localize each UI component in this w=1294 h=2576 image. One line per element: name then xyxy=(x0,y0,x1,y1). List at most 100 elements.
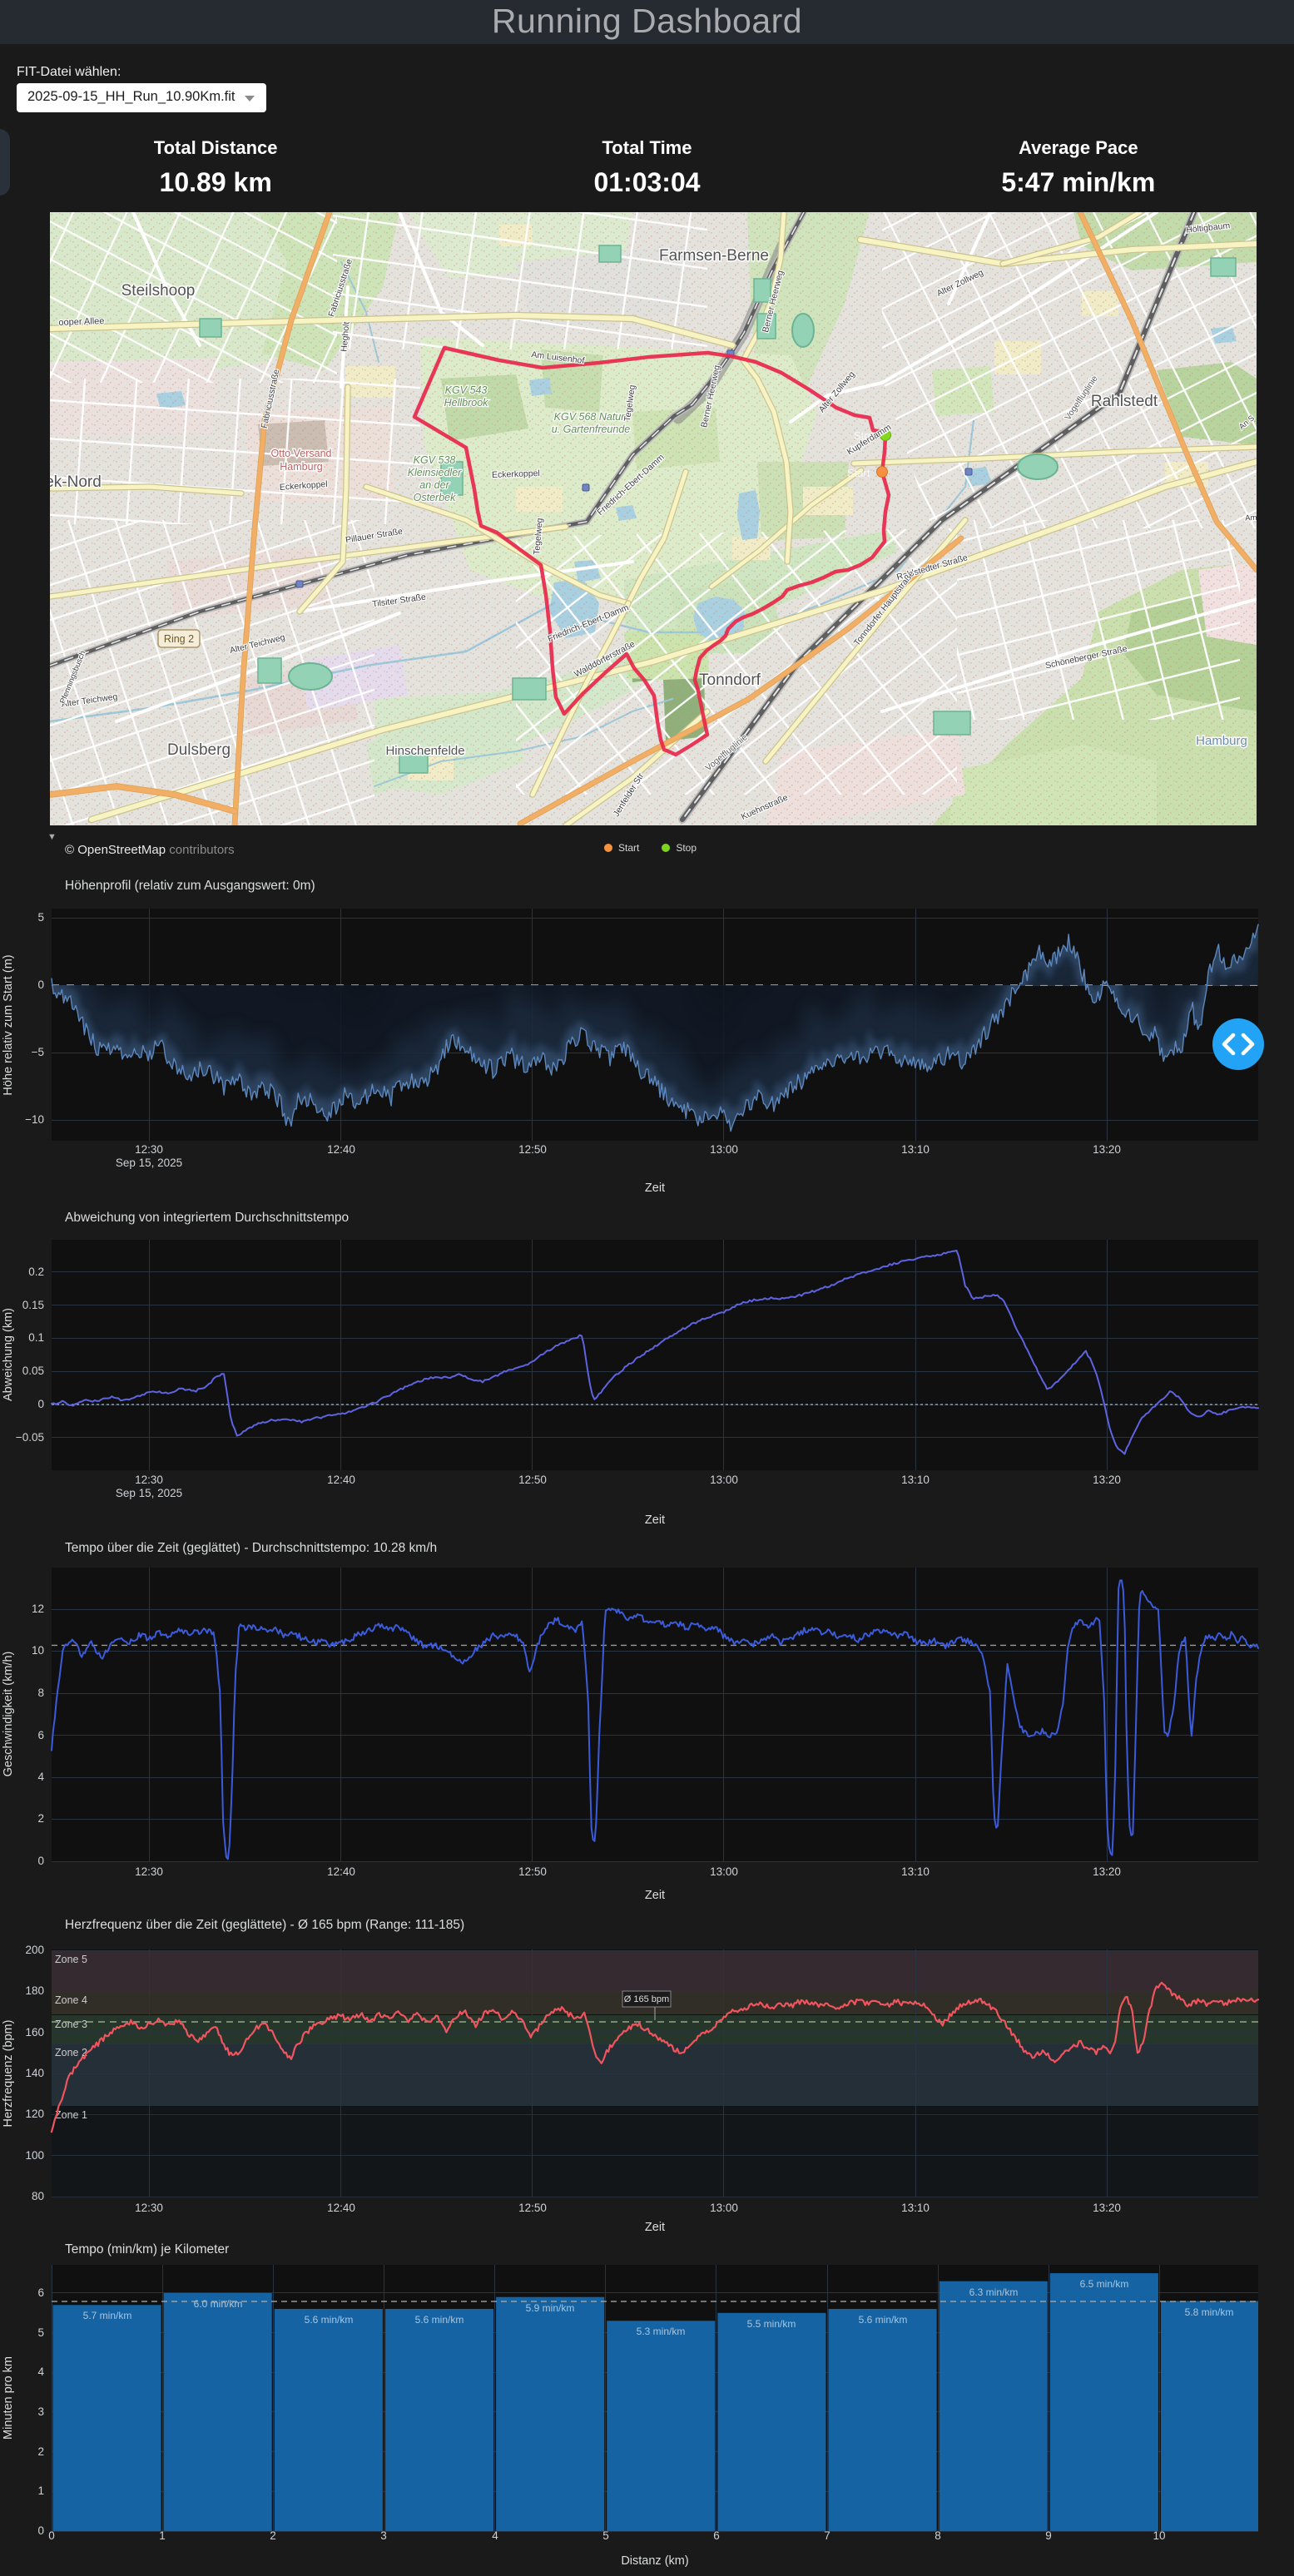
svg-text:Farmsen-Berne: Farmsen-Berne xyxy=(659,247,769,265)
svg-text:200: 200 xyxy=(25,1944,44,1956)
svg-text:80: 80 xyxy=(32,2190,44,2202)
svg-text:100: 100 xyxy=(25,2149,44,2162)
svg-text:0: 0 xyxy=(37,1855,44,1867)
svg-text:12:30: 12:30 xyxy=(135,1143,163,1156)
svg-text:Ring 2: Ring 2 xyxy=(164,633,194,645)
svg-text:10: 10 xyxy=(32,1644,44,1657)
svg-text:5.7 min/km: 5.7 min/km xyxy=(83,2310,132,2321)
svg-text:0.15: 0.15 xyxy=(22,1299,44,1311)
svg-text:13:10: 13:10 xyxy=(901,1865,930,1878)
svg-text:13:10: 13:10 xyxy=(901,1143,930,1156)
svg-text:2: 2 xyxy=(37,2445,44,2458)
svg-text:Ø 165 bpm: Ø 165 bpm xyxy=(624,1994,669,2004)
svg-text:13:20: 13:20 xyxy=(1093,1474,1121,1486)
svg-text:Dulsberg: Dulsberg xyxy=(167,741,231,759)
svg-text:12:40: 12:40 xyxy=(327,2202,355,2214)
svg-text:12:50: 12:50 xyxy=(518,1474,547,1486)
svg-text:13:20: 13:20 xyxy=(1093,1865,1121,1878)
svg-text:Eckerkoppel: Eckerkoppel xyxy=(492,468,540,480)
svg-text:13:00: 13:00 xyxy=(710,1865,738,1878)
svg-text:1: 1 xyxy=(159,2529,166,2542)
svg-text:Tonndorf: Tonndorf xyxy=(699,671,761,689)
svg-text:Zeit: Zeit xyxy=(645,1513,665,1527)
svg-text:12: 12 xyxy=(32,1603,44,1615)
svg-text:0: 0 xyxy=(48,2529,55,2542)
svg-text:Zeit: Zeit xyxy=(645,1181,665,1195)
svg-text:Zeit: Zeit xyxy=(645,2221,665,2234)
svg-text:Steilshoop: Steilshoop xyxy=(121,282,196,300)
svg-text:5: 5 xyxy=(37,911,44,924)
svg-text:5.8 min/km: 5.8 min/km xyxy=(1185,2306,1234,2318)
svg-text:Hinschenfelde: Hinschenfelde xyxy=(385,744,464,758)
svg-text:5.9 min/km: 5.9 min/km xyxy=(526,2302,575,2314)
svg-text:6: 6 xyxy=(37,2286,44,2299)
svg-text:0: 0 xyxy=(37,1398,44,1410)
svg-text:an der: an der xyxy=(419,479,449,491)
svg-text:Osterbek: Osterbek xyxy=(414,492,456,503)
svg-text:8: 8 xyxy=(935,2529,941,2542)
svg-text:6.0 min/km: 6.0 min/km xyxy=(194,2298,243,2310)
svg-text:Zone 3: Zone 3 xyxy=(55,2019,87,2030)
svg-text:0.05: 0.05 xyxy=(22,1365,44,1377)
svg-text:5.6 min/km: 5.6 min/km xyxy=(305,2314,354,2326)
svg-text:13:10: 13:10 xyxy=(901,1474,930,1486)
svg-text:ooper Allee: ooper Allee xyxy=(58,316,104,328)
svg-text:Minuten pro km: Minuten pro km xyxy=(2,2356,15,2440)
svg-text:12:50: 12:50 xyxy=(518,1143,547,1156)
svg-text:6: 6 xyxy=(713,2529,720,2542)
svg-text:2: 2 xyxy=(270,2529,276,2542)
svg-text:12:50: 12:50 xyxy=(518,2202,547,2214)
svg-text:0.1: 0.1 xyxy=(28,1331,44,1344)
svg-text:13:00: 13:00 xyxy=(710,1474,738,1486)
svg-text:−5: −5 xyxy=(32,1046,44,1058)
svg-text:Abweichung (km): Abweichung (km) xyxy=(2,1308,15,1401)
svg-text:Hellbrook: Hellbrook xyxy=(444,397,489,409)
svg-text:13:10: 13:10 xyxy=(901,2202,930,2214)
svg-text:Abweichung von integriertem Du: Abweichung von integriertem Durchschnitt… xyxy=(65,1211,349,1225)
svg-text:Distanz (km): Distanz (km) xyxy=(621,2554,688,2568)
svg-text:Sep 15, 2025: Sep 15, 2025 xyxy=(116,1487,182,1499)
svg-text:180: 180 xyxy=(25,1984,44,1997)
svg-text:−0.05: −0.05 xyxy=(16,1431,44,1444)
svg-text:Zeit: Zeit xyxy=(645,1889,665,1902)
svg-text:Sep 15, 2025: Sep 15, 2025 xyxy=(116,1157,182,1169)
svg-text:Start: Start xyxy=(847,467,870,479)
svg-text:120: 120 xyxy=(25,2108,44,2120)
svg-text:12:30: 12:30 xyxy=(135,2202,163,2214)
svg-text:Geschwindigkeit (km/h): Geschwindigkeit (km/h) xyxy=(2,1652,15,1777)
svg-text:6.5 min/km: 6.5 min/km xyxy=(1080,2278,1129,2290)
svg-text:Tempo (min/km) je Kilometer: Tempo (min/km) je Kilometer xyxy=(65,2242,229,2256)
svg-text:Zone 4: Zone 4 xyxy=(55,1994,87,2006)
svg-text:0: 0 xyxy=(37,2524,44,2537)
svg-text:Kleinsiedler: Kleinsiedler xyxy=(408,467,462,478)
svg-text:13:20: 13:20 xyxy=(1093,1143,1121,1156)
svg-text:7: 7 xyxy=(824,2529,830,2542)
svg-text:3: 3 xyxy=(380,2529,387,2542)
svg-text:Herzfrequenz (bpm): Herzfrequenz (bpm) xyxy=(2,2020,15,2128)
svg-text:5.5 min/km: 5.5 min/km xyxy=(747,2318,796,2330)
svg-text:12:40: 12:40 xyxy=(327,1474,355,1486)
svg-text:Am S: Am S xyxy=(1245,513,1257,523)
svg-text:6: 6 xyxy=(37,1729,44,1741)
svg-text:13:00: 13:00 xyxy=(710,2202,738,2214)
svg-text:12:40: 12:40 xyxy=(327,1143,355,1156)
svg-text:KGV 538: KGV 538 xyxy=(414,454,456,466)
svg-text:4: 4 xyxy=(37,2365,44,2378)
svg-text:Hegholt: Hegholt xyxy=(339,321,351,352)
svg-text:ek-Nord: ek-Nord xyxy=(50,473,102,491)
svg-text:5.6 min/km: 5.6 min/km xyxy=(859,2314,908,2326)
svg-text:9: 9 xyxy=(1045,2529,1052,2542)
svg-text:10: 10 xyxy=(1153,2529,1165,2542)
svg-text:Zone 5: Zone 5 xyxy=(55,1954,87,1965)
svg-text:Rahlstedt: Rahlstedt xyxy=(1091,393,1158,410)
svg-text:Höhe relativ zum Start (m): Höhe relativ zum Start (m) xyxy=(2,954,15,1095)
svg-text:4: 4 xyxy=(37,1771,44,1783)
svg-text:160: 160 xyxy=(25,2026,44,2039)
svg-text:Zone 2: Zone 2 xyxy=(55,2047,87,2058)
svg-text:Hamburg: Hamburg xyxy=(280,461,322,473)
svg-text:Otto Versand: Otto Versand xyxy=(271,448,332,459)
svg-text:1: 1 xyxy=(37,2484,44,2497)
svg-text:3: 3 xyxy=(37,2405,44,2418)
svg-text:13:00: 13:00 xyxy=(710,1143,738,1156)
svg-text:KGV 568 Natur-: KGV 568 Natur- xyxy=(554,411,628,423)
